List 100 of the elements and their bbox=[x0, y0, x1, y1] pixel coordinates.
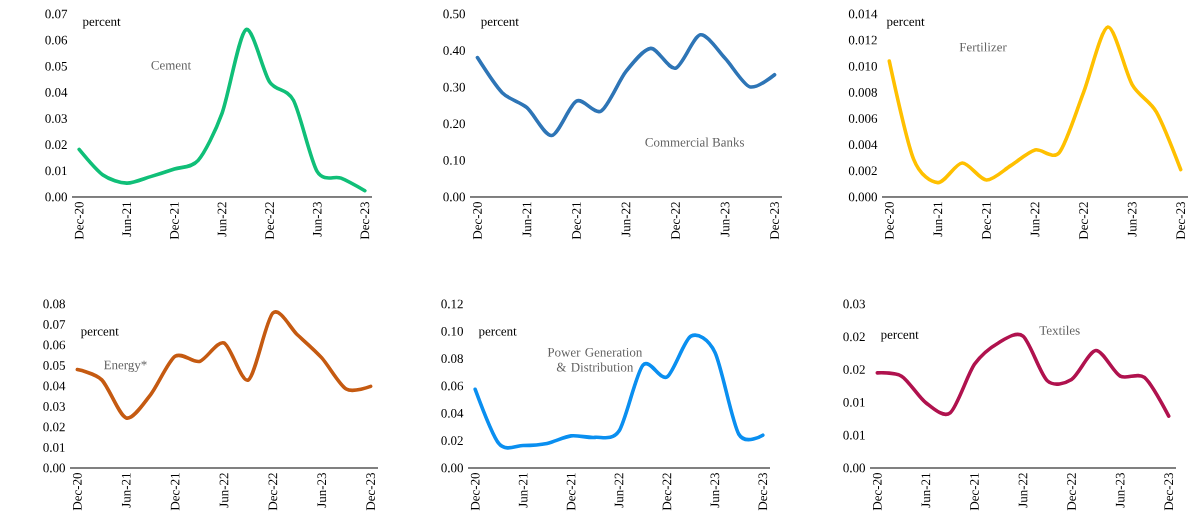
y-tick-label: 0.006 bbox=[848, 114, 878, 123]
text: Fertilizer bbox=[959, 42, 1007, 52]
x-tick-label: Jun-21 bbox=[122, 202, 132, 237]
y-tick-label: 0.04 bbox=[441, 408, 464, 418]
y-tick-label: 0.02 bbox=[843, 365, 865, 374]
y-tick-label: 0.10 bbox=[441, 326, 463, 336]
series-label: Energy* bbox=[103, 360, 147, 372]
y-axis-title: percent bbox=[880, 331, 919, 342]
y-tick-label: 0.05 bbox=[45, 61, 67, 71]
y-axis-title: percent bbox=[82, 18, 121, 29]
y-tick-label: 0.00 bbox=[443, 192, 465, 202]
y-axis-title: percent bbox=[80, 328, 119, 339]
y-tick-label: 0.05 bbox=[43, 361, 65, 370]
y-tick-label: 0.02 bbox=[43, 422, 65, 432]
y-tick-label: 0.014 bbox=[848, 9, 878, 19]
x-tick-label: Jun-23 bbox=[1127, 202, 1137, 237]
y-tick-label: 0.002 bbox=[848, 166, 877, 176]
x-tick-label: Dec-20 bbox=[74, 202, 84, 240]
x-tick-label: Jun-21 bbox=[121, 473, 131, 508]
y-tick-label: 0.30 bbox=[443, 82, 465, 92]
x-tick-label: Jun-23 bbox=[710, 473, 720, 508]
x-tick-label: Jun-22 bbox=[1030, 202, 1040, 237]
line-series bbox=[77, 27, 367, 193]
x-tick-label: Dec-20 bbox=[473, 202, 482, 240]
y-tick-label: 0.012 bbox=[848, 35, 877, 45]
y-tick-label: 0.01 bbox=[843, 398, 865, 407]
x-tick-label: Dec-22 bbox=[265, 202, 274, 240]
y-tick-label: 0.000 bbox=[848, 192, 877, 202]
x-tick-label: Dec-23 bbox=[360, 202, 370, 240]
y-tick-label: 0.00 bbox=[45, 192, 67, 202]
x-tick-label: Dec-22 bbox=[1079, 202, 1088, 240]
x-tick-label: Jun-23 bbox=[317, 473, 327, 508]
y-tick-label: 0.010 bbox=[848, 61, 877, 71]
line-series bbox=[475, 33, 777, 138]
x-tick-label: Dec-23 bbox=[770, 202, 779, 240]
y-tick-label: 0.07 bbox=[43, 320, 66, 329]
x-tick-label: Dec-23 bbox=[1176, 202, 1186, 240]
y-axis-title: percent bbox=[478, 328, 517, 339]
x-tick-label: Dec-23 bbox=[366, 473, 376, 511]
x-tick-label: Jun-23 bbox=[720, 202, 730, 237]
y-tick-label: 0.02 bbox=[45, 140, 67, 150]
text: Commercial Banks bbox=[645, 137, 745, 147]
y-tick-label: 0.04 bbox=[45, 88, 68, 97]
x-tick-label: Dec-22 bbox=[671, 202, 680, 240]
y-tick-label: 0.02 bbox=[441, 436, 463, 446]
x-tick-label: Jun-23 bbox=[312, 202, 322, 237]
x-tick-label: Jun-22 bbox=[1018, 473, 1028, 508]
y-tick-label: 0.20 bbox=[443, 119, 465, 129]
x-tick-label: Jun-22 bbox=[219, 473, 229, 508]
y-tick-label: 0.12 bbox=[441, 299, 463, 309]
y-tick-label: 0.00 bbox=[441, 463, 463, 473]
x-tick-label: Jun-22 bbox=[614, 473, 624, 508]
x-tick-label: Jun-22 bbox=[621, 202, 631, 237]
y-tick-label: 0.01 bbox=[843, 430, 865, 440]
y-tick-label: 0.00 bbox=[43, 463, 65, 473]
x-tick-label: Dec-23 bbox=[758, 473, 768, 511]
x-tick-label: Dec-20 bbox=[884, 202, 894, 240]
x-tick-label: Jun-21 bbox=[921, 473, 931, 508]
x-tick-label: Jun-22 bbox=[217, 202, 227, 237]
x-tick-label: Dec-20 bbox=[872, 473, 882, 511]
x-tick-label: Jun-21 bbox=[933, 202, 943, 237]
x-tick-label: Dec-21 bbox=[170, 473, 180, 511]
y-tick-label: 0.03 bbox=[43, 402, 65, 411]
x-tick-label: Dec-23 bbox=[1164, 473, 1174, 511]
y-tick-label: 0.08 bbox=[441, 354, 463, 364]
series-label: Power Generation & Distribution bbox=[547, 347, 643, 372]
series-label: Textiles bbox=[1039, 325, 1080, 335]
y-tick-label: 0.004 bbox=[848, 140, 878, 150]
y-tick-label: 0.10 bbox=[443, 156, 465, 165]
y-tick-label: 0.50 bbox=[443, 9, 465, 19]
text: Cement bbox=[151, 60, 192, 70]
x-tick-label: Jun-23 bbox=[1115, 473, 1125, 508]
x-tick-label: Dec-22 bbox=[1067, 473, 1076, 511]
y-tick-label: 0.008 bbox=[848, 88, 877, 97]
line-series bbox=[75, 310, 373, 420]
y-tick-label: 0.01 bbox=[45, 166, 67, 176]
x-tick-label: Jun-21 bbox=[522, 202, 532, 237]
y-tick-label: 0.03 bbox=[843, 299, 865, 309]
y-tick-label: 0.02 bbox=[843, 332, 865, 342]
y-tick-label: 0.07 bbox=[45, 9, 68, 19]
x-tick-label: Dec-20 bbox=[72, 473, 82, 511]
x-tick-label: Dec-21 bbox=[572, 202, 581, 240]
y-tick-label: 0.06 bbox=[441, 381, 464, 391]
y-tick-label: 0.06 bbox=[45, 35, 68, 45]
y-tick-label: 0.03 bbox=[45, 114, 67, 123]
x-tick-label: Dec-21 bbox=[170, 202, 179, 240]
y-axis-title: percent bbox=[480, 18, 519, 29]
x-tick-label: Dec-22 bbox=[268, 473, 278, 511]
y-tick-label: 0.01 bbox=[43, 443, 65, 452]
y-tick-label: 0.06 bbox=[43, 340, 66, 350]
y-tick-label: 0.00 bbox=[843, 463, 865, 473]
x-tick-label: Jun-21 bbox=[518, 473, 528, 508]
y-tick-label: 0.08 bbox=[43, 299, 65, 309]
y-axis-title: percent bbox=[886, 18, 925, 29]
x-tick-label: Dec-21 bbox=[970, 473, 979, 511]
x-tick-label: Dec-22 bbox=[662, 473, 672, 511]
x-tick-label: Dec-21 bbox=[982, 202, 991, 240]
y-tick-label: 0.40 bbox=[443, 46, 465, 55]
x-tick-label: Dec-20 bbox=[470, 473, 480, 511]
x-tick-label: Dec-21 bbox=[566, 473, 576, 511]
